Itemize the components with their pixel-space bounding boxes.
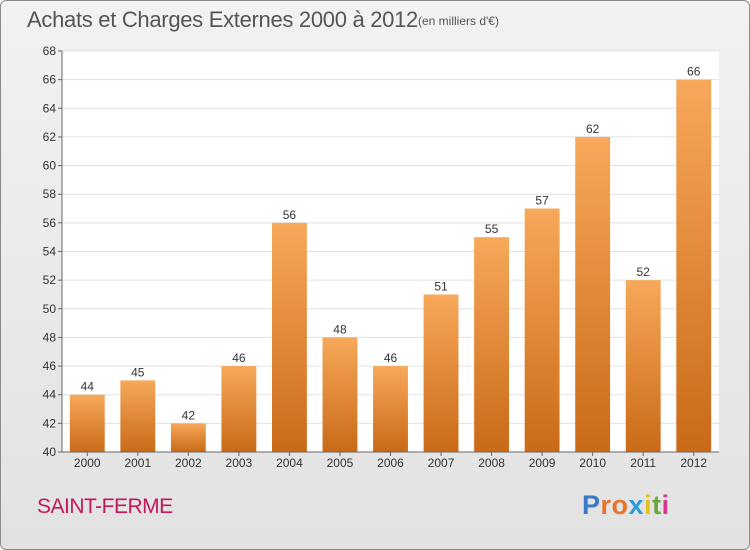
y-tick-label: 52 (43, 273, 57, 287)
x-tick-label: 2004 (276, 456, 303, 470)
bar (474, 237, 510, 452)
y-tick-label: 66 (43, 73, 57, 87)
bar-value-label: 51 (434, 279, 448, 293)
chart-title: Achats et Charges Externes 2000 à 2012 (27, 7, 418, 32)
y-tick-label: 42 (43, 416, 57, 430)
bar-value-label: 57 (535, 194, 549, 208)
bar-value-label: 48 (333, 322, 347, 336)
x-tick-label: 2002 (175, 456, 202, 470)
bar (120, 380, 156, 452)
y-tick-label: 56 (43, 216, 57, 230)
x-tick-label: 2000 (74, 456, 101, 470)
logo-letter: P (582, 490, 601, 520)
y-tick-label: 62 (43, 130, 57, 144)
y-tick-label: 60 (43, 159, 57, 173)
y-tick-label: 44 (43, 388, 57, 402)
x-tick-label: 2007 (428, 456, 455, 470)
bar (373, 366, 408, 452)
y-tick-label: 50 (43, 302, 57, 316)
bar (271, 222, 307, 452)
bar (524, 208, 560, 452)
x-tick-label: 2008 (478, 456, 505, 470)
x-tick-label: 2010 (579, 456, 606, 470)
y-tick-label: 46 (43, 359, 57, 373)
bar-value-label: 42 (182, 408, 196, 422)
x-tick-label: 2003 (226, 456, 253, 470)
bar (69, 394, 105, 452)
bar-value-label: 46 (384, 351, 398, 365)
logo-letter: i (661, 490, 670, 520)
y-tick-label: 40 (43, 445, 57, 459)
bar-value-label: 44 (81, 380, 95, 394)
bar-value-label: 52 (637, 265, 651, 279)
x-tick-label: 2012 (680, 456, 707, 470)
y-tick-label: 58 (43, 187, 57, 201)
x-tick-label: 2011 (630, 456, 656, 470)
logo-letter: r (600, 490, 612, 520)
bar (423, 294, 459, 452)
bar-value-label: 55 (485, 222, 499, 236)
bar (676, 79, 712, 453)
x-tick-label: 2001 (124, 456, 151, 470)
bar (170, 423, 206, 452)
logo-letter: t (652, 490, 662, 520)
chart-subtitle: (en milliers d'€) (418, 14, 499, 28)
x-tick-label: 2006 (377, 456, 404, 470)
bar-value-label: 56 (283, 208, 297, 222)
commune-name: SAINT-FERME (37, 495, 173, 518)
bar (625, 280, 661, 452)
bar-value-label: 45 (131, 365, 145, 379)
y-tick-label: 68 (43, 44, 57, 58)
proxiti-logo: Proxiti (582, 490, 670, 521)
logo-letter: o (611, 490, 629, 520)
x-tick-label: 2005 (327, 456, 354, 470)
bar-value-label: 66 (687, 65, 701, 79)
bar-value-label: 62 (586, 122, 600, 136)
x-tick-label: 2009 (529, 456, 556, 470)
bar (575, 136, 611, 452)
bar-value-label: 46 (232, 351, 246, 365)
y-tick-label: 48 (43, 330, 57, 344)
y-tick-label: 54 (43, 245, 57, 259)
bar (322, 337, 358, 452)
bar (221, 366, 257, 452)
logo-letter: x (628, 490, 645, 520)
y-tick-label: 64 (43, 101, 57, 115)
logo-letter: i (644, 490, 653, 520)
